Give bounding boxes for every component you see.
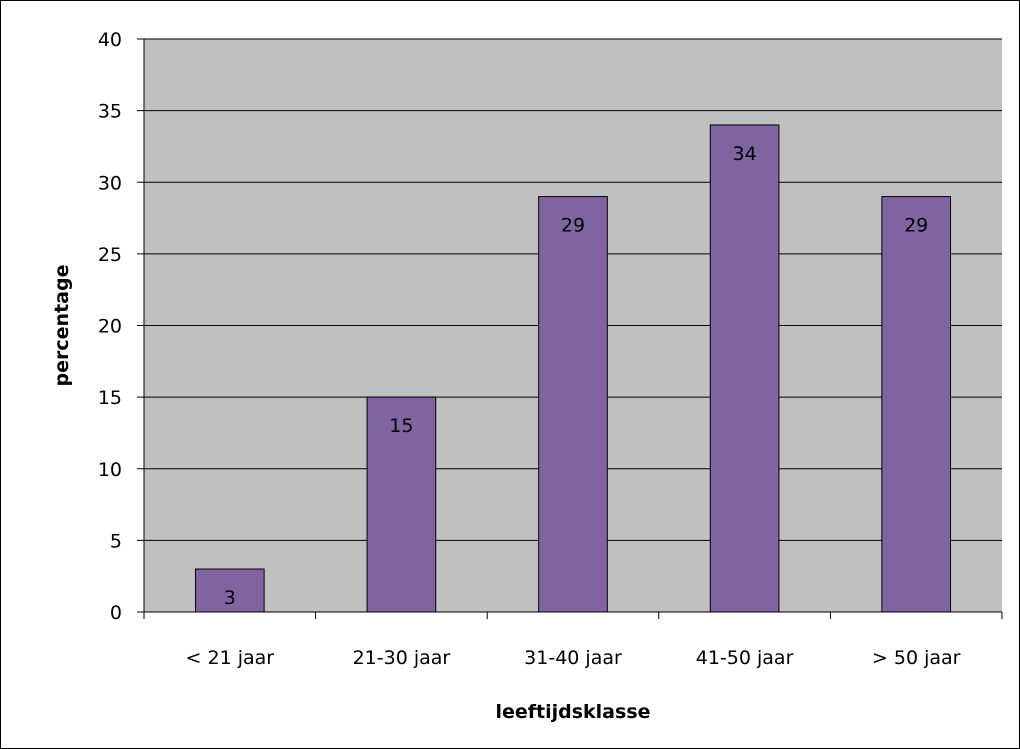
axes bbox=[137, 38, 1003, 619]
bar bbox=[538, 196, 608, 613]
y-tick-label: 15 bbox=[98, 387, 122, 409]
y-tick-label: 35 bbox=[98, 101, 122, 123]
data-label: 3 bbox=[224, 587, 236, 609]
x-axis-title: leeftijdsklasse bbox=[495, 701, 650, 723]
bar bbox=[366, 396, 437, 613]
y-axis-title: percentage bbox=[51, 265, 73, 387]
y-tick-label: 0 bbox=[110, 602, 122, 624]
y-tick-label: 25 bbox=[98, 244, 122, 266]
y-tick-label: 20 bbox=[98, 316, 122, 338]
x-tick-labels: < 21 jaar 21-30 jaar 31-40 jaar 41-50 jaar >… bbox=[186, 647, 961, 669]
data-label: 34 bbox=[733, 143, 757, 165]
bars bbox=[194, 124, 952, 613]
x-tick-label: < 21 jaar bbox=[186, 647, 275, 669]
x-tick-label: 41-50 jaar bbox=[696, 647, 794, 669]
y-tick-labels: 0 5 10 15 20 25 30 35 40 bbox=[98, 29, 122, 624]
x-tick-label: > 50 jaar bbox=[872, 647, 961, 669]
y-tick-label: 10 bbox=[98, 459, 122, 481]
y-tick-label: 5 bbox=[110, 530, 122, 552]
x-tick-label: 21-30 jaar bbox=[353, 647, 451, 669]
x-tick-label: 31-40 jaar bbox=[524, 647, 622, 669]
bar bbox=[881, 196, 952, 613]
data-label: 29 bbox=[904, 215, 928, 237]
bar bbox=[194, 568, 265, 613]
data-label: 15 bbox=[389, 415, 413, 437]
bar bbox=[709, 124, 780, 613]
data-label: 29 bbox=[561, 215, 585, 237]
y-tick-label: 40 bbox=[98, 29, 122, 51]
y-tick-label: 30 bbox=[98, 172, 122, 194]
data-labels: 3 15 29 34 29 bbox=[224, 143, 929, 609]
